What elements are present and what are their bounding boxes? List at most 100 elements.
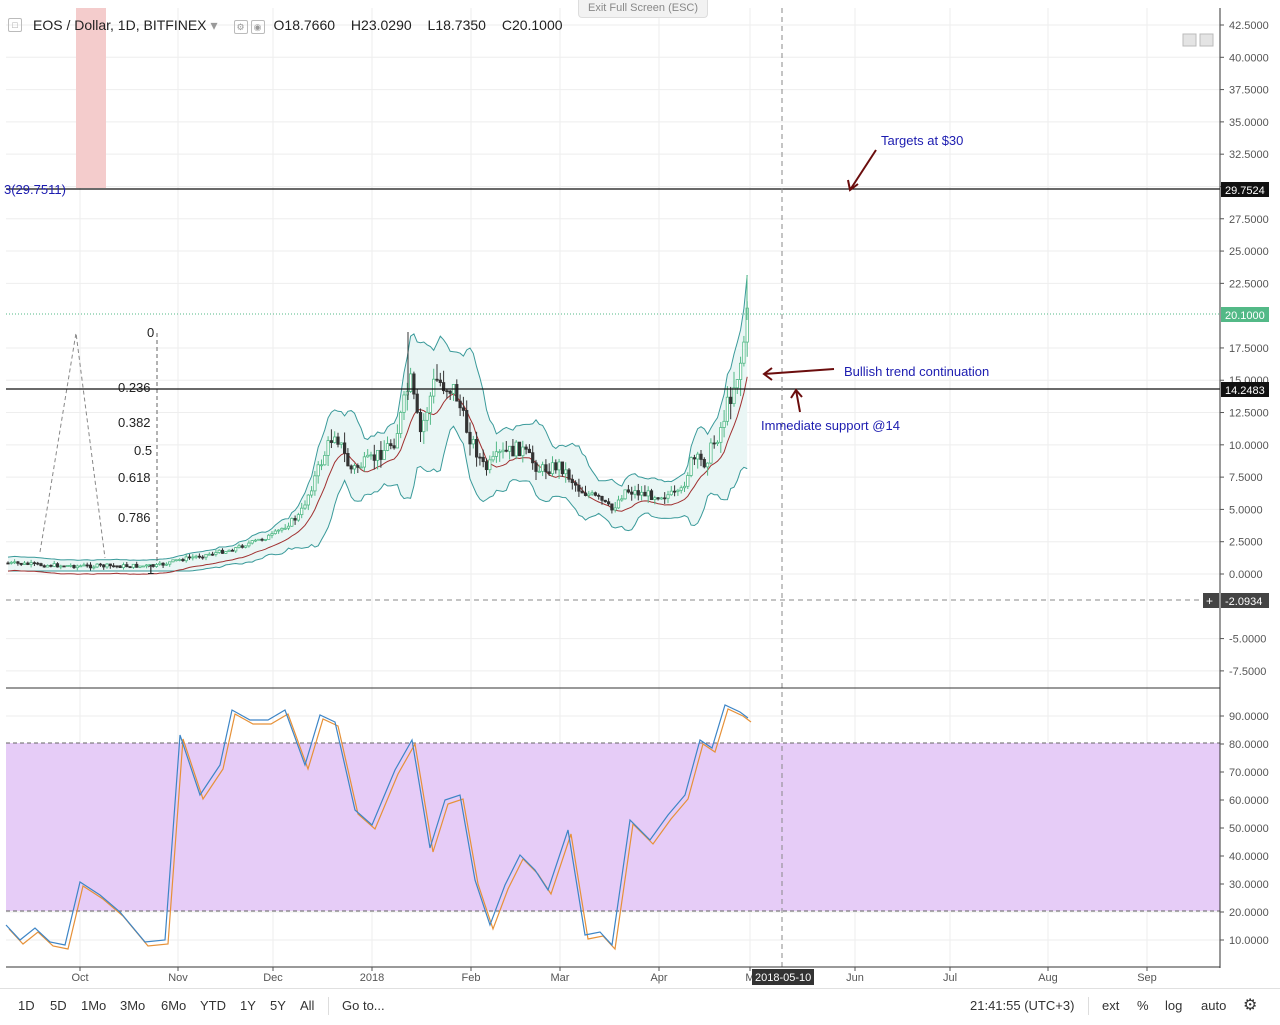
candle-body	[448, 390, 452, 394]
fib-level-label: 0	[147, 325, 154, 340]
candle-body	[587, 493, 591, 496]
candle-body	[55, 563, 60, 568]
candle-body	[191, 556, 195, 559]
price-axis-label: 27.5000	[1229, 214, 1269, 226]
candle-body	[197, 555, 201, 558]
settings-icon[interactable]: ⚙	[233, 19, 248, 34]
candle-body	[557, 461, 561, 471]
high-value: H23.0290	[350, 17, 412, 33]
percent-toggle[interactable]: %	[1137, 998, 1149, 1013]
price-axis-label: 5.0000	[1229, 504, 1263, 516]
time-axis-label: Jun	[846, 972, 864, 984]
eye-icon[interactable]: ◉	[250, 19, 265, 34]
candle-body	[491, 455, 495, 461]
goto-button[interactable]: Go to...	[342, 998, 385, 1013]
candle-body	[445, 390, 449, 393]
range-5y[interactable]: 5Y	[270, 998, 286, 1013]
range-1d[interactable]: 1D	[18, 998, 35, 1013]
candle-body	[369, 454, 373, 457]
candle-body	[468, 431, 472, 445]
auto-toggle[interactable]: auto	[1201, 998, 1227, 1013]
annotation-support[interactable]: Immediate support @14	[761, 418, 900, 433]
bullish-arrow	[763, 368, 835, 375]
collapse-icon[interactable]: □	[8, 18, 22, 32]
stoch-axis-label: 40.0000	[1229, 851, 1269, 863]
ext-toggle[interactable]: ext	[1102, 998, 1120, 1013]
fib-level-label: 0.382	[118, 415, 151, 430]
candle-body	[329, 440, 334, 443]
candle-body	[392, 445, 396, 449]
candle-body	[408, 373, 413, 392]
candle-body	[131, 563, 135, 568]
candle-body	[385, 443, 390, 451]
time-axis-label: Sep	[1137, 972, 1157, 984]
scale-icon-a[interactable]	[1182, 33, 1197, 47]
candle-body	[706, 462, 710, 468]
price-axis-label: 32.5000	[1229, 149, 1269, 161]
gear-icon[interactable]: ⚙	[1243, 997, 1258, 1014]
exit-fullscreen-button[interactable]: Exit Full Screen (ESC)	[578, 0, 708, 18]
scale-icon-b[interactable]	[1199, 33, 1214, 47]
stoch-axis-label: 80.0000	[1229, 739, 1269, 751]
candle-body	[372, 454, 376, 461]
candle-body	[702, 459, 706, 468]
time-axis-label: Feb	[462, 972, 481, 984]
candle-body	[95, 563, 99, 568]
candle-body	[323, 454, 327, 466]
range-1y[interactable]: 1Y	[240, 998, 256, 1013]
stochastic-axis[interactable]: 90.0000 80.0000 70.0000 60.0000 50.0000 40.00…	[1220, 711, 1269, 947]
candle-body	[402, 394, 406, 413]
candle-body	[682, 485, 687, 489]
candle-body	[88, 564, 93, 569]
clock-display: 21:41:55 (UTC+3)	[970, 998, 1075, 1013]
price-axis-label: 7.5000	[1229, 472, 1263, 484]
support-arrow	[795, 389, 801, 413]
cursor-date-badge	[752, 969, 814, 985]
fib-level-label: 0.236	[118, 380, 151, 395]
candle-body	[26, 562, 30, 565]
candle-body	[326, 440, 330, 456]
annotation-targets[interactable]: Targets at $30	[881, 133, 963, 148]
candle-body	[342, 442, 347, 454]
log-toggle[interactable]: log	[1165, 998, 1183, 1013]
range-3mo[interactable]: 3Mo	[120, 998, 146, 1013]
candle-body	[293, 518, 297, 521]
candle-body	[19, 562, 23, 565]
candle-body	[428, 395, 433, 413]
range-6mo[interactable]: 6Mo	[161, 998, 187, 1013]
range-all[interactable]: All	[300, 998, 315, 1013]
range-1mo[interactable]: 1Mo	[81, 998, 107, 1013]
time-axis[interactable]: Oct Nov Dec 2018 Feb Mar Apr M Jun Jul Aug Sep	[71, 967, 1157, 984]
candle-body	[488, 459, 492, 471]
targets-arrow	[849, 149, 877, 191]
candle-body	[105, 563, 109, 568]
range-5d[interactable]: 5D	[50, 998, 67, 1013]
cursor-price-badge	[1221, 593, 1269, 608]
divider	[1088, 997, 1089, 1015]
candle-body	[22, 562, 27, 565]
candle-body	[79, 565, 83, 568]
candle-body	[141, 565, 145, 568]
price-axis[interactable]: 42.500040.000037.500035.000032.500030.00…	[1220, 20, 1269, 678]
candle-body	[435, 378, 439, 381]
candle-body	[306, 494, 310, 506]
time-axis-label: Nov	[168, 972, 188, 984]
candle-body	[214, 552, 218, 555]
chevron-down-icon[interactable]: ▾	[210, 16, 218, 33]
range-ytd[interactable]: YTD	[200, 998, 226, 1013]
candle-body	[715, 441, 720, 445]
candle-body	[75, 565, 79, 569]
time-axis-label: Oct	[71, 972, 88, 984]
candle-body	[168, 561, 172, 565]
candle-body	[567, 469, 571, 480]
annotation-bullish[interactable]: Bullish trend continuation	[844, 364, 989, 379]
candle-body	[29, 562, 33, 565]
candle-body	[643, 491, 647, 497]
symbol-title[interactable]: EOS / Dollar, 1D, BITFINEX	[33, 17, 207, 33]
candle-body	[607, 501, 611, 505]
add-alert-button[interactable]	[1203, 593, 1219, 608]
stoch-axis-label: 90.0000	[1229, 711, 1269, 723]
bollinger-upper	[7, 274, 748, 561]
last-price-badge	[1221, 307, 1269, 322]
